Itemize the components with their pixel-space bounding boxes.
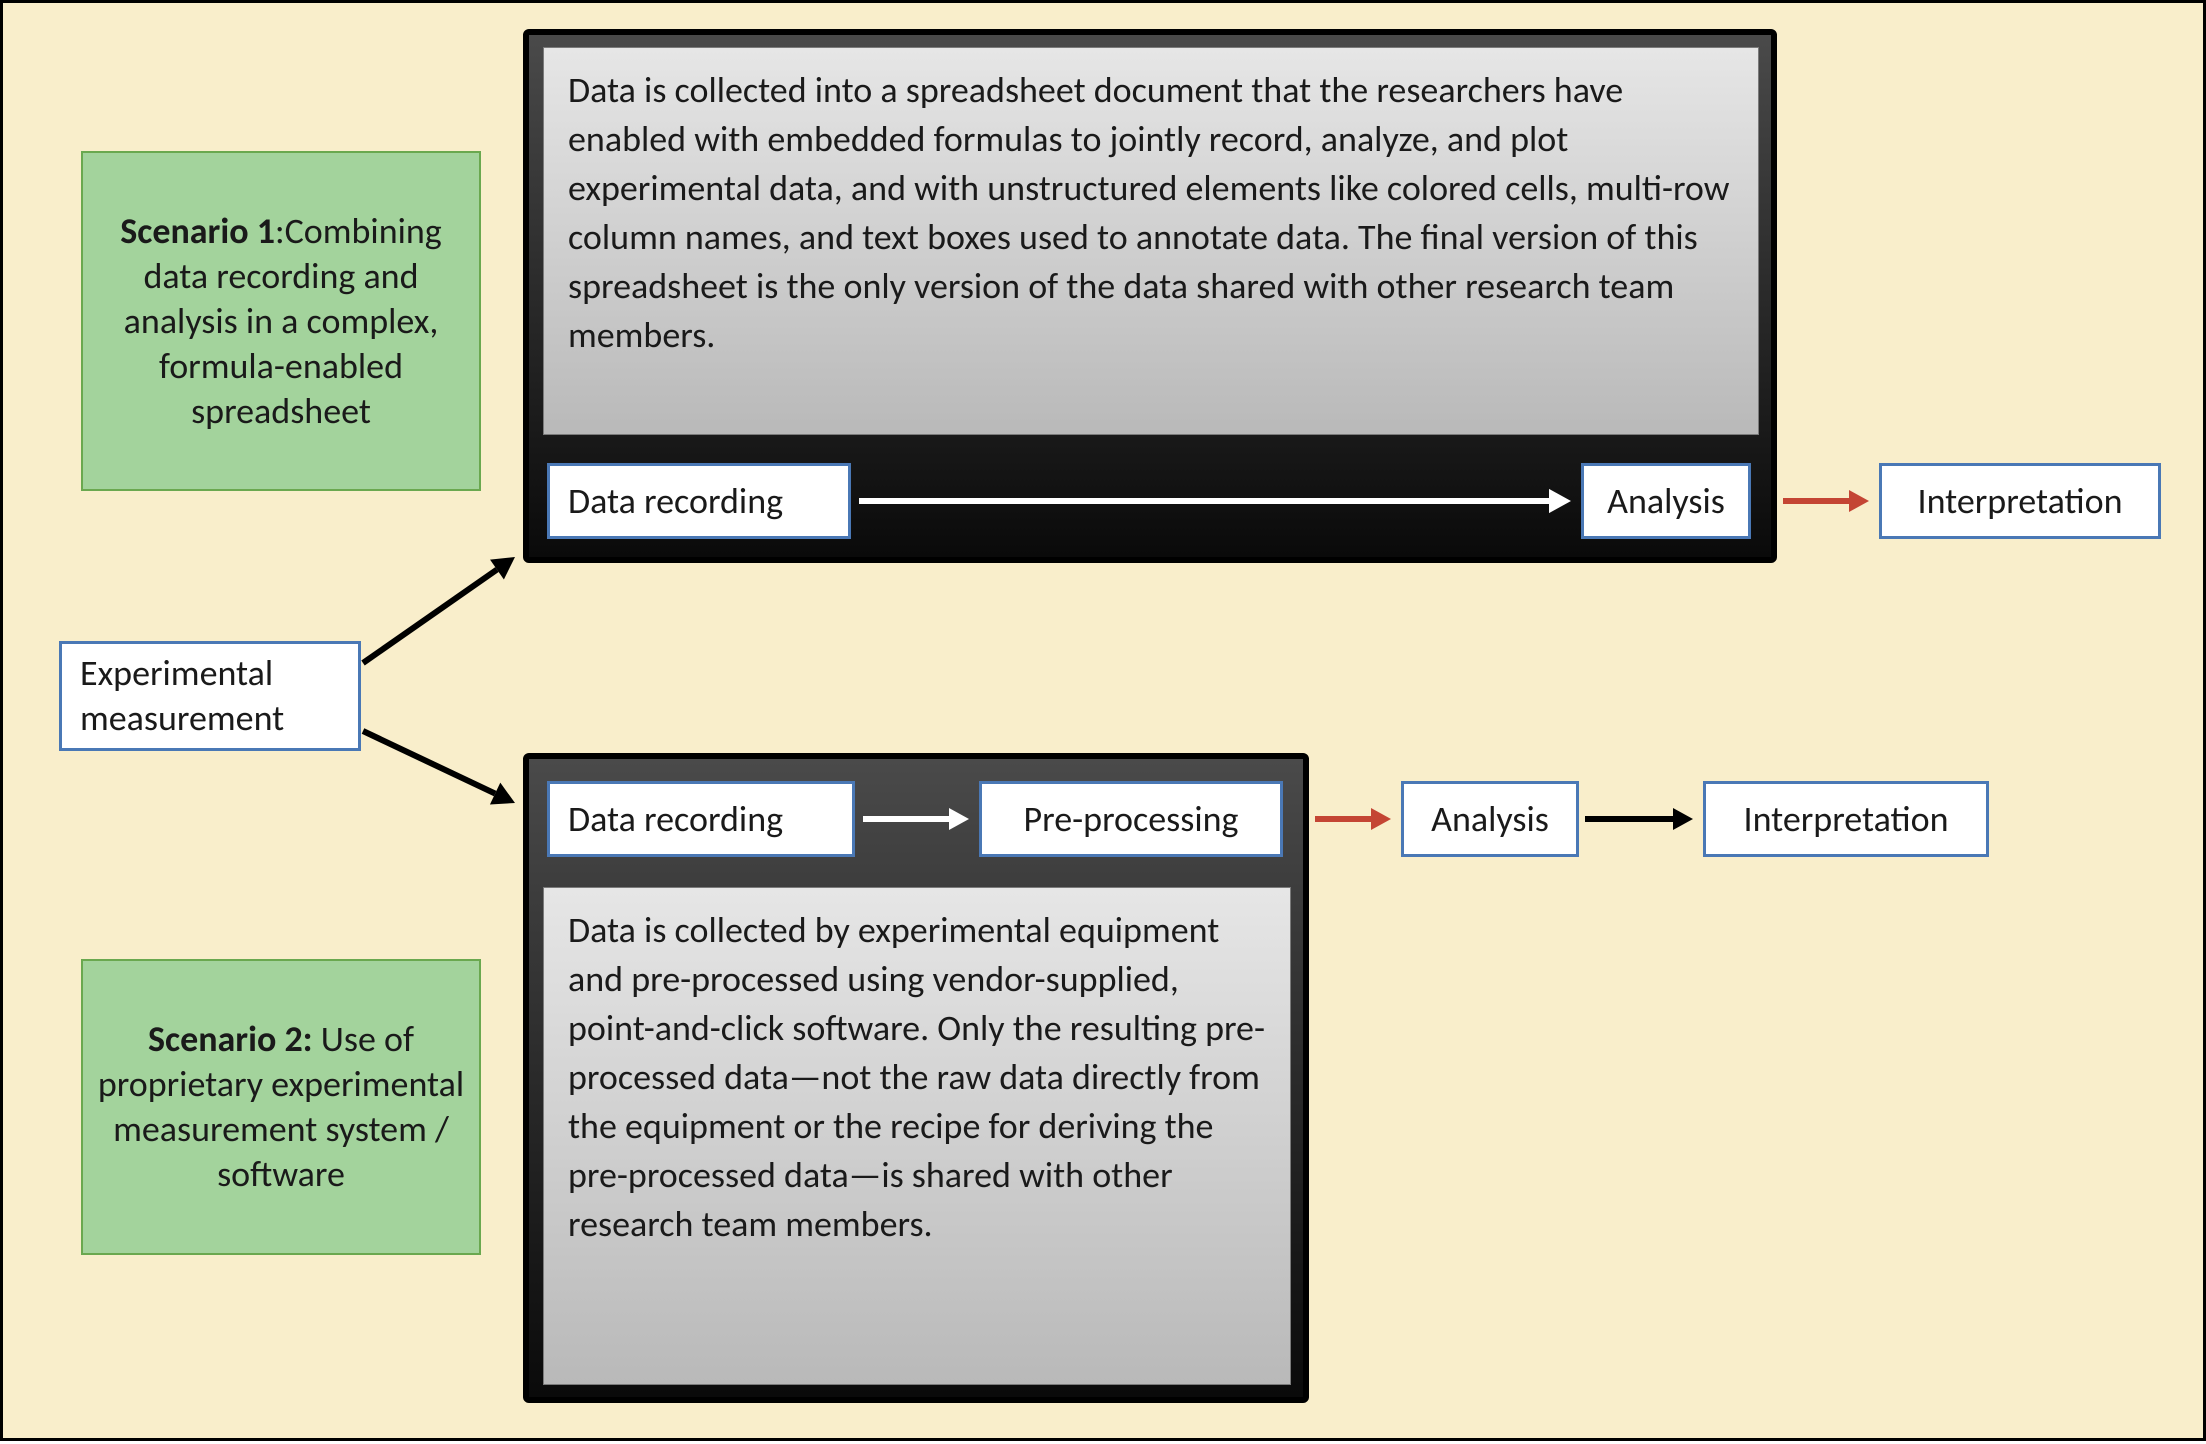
src-to-s2-line	[363, 731, 495, 794]
s1-analysis-box: Analysis	[1581, 463, 1751, 539]
scenario1-label-panel: Scenario 1:Combining data recording and …	[81, 151, 481, 491]
source-box: Experimental measurement	[59, 641, 361, 751]
s1-interpretation-box: Interpretation	[1879, 463, 2161, 539]
s2-analysis-box: Analysis	[1401, 781, 1579, 857]
scenario2-description: Data is collected by experimental equipm…	[543, 887, 1291, 1385]
scenario1-description: Data is collected into a spreadsheet doc…	[543, 47, 1759, 435]
s1-interpretation-box-label: Interpretation	[1918, 479, 2123, 523]
s1-analysis-to-interp-arrowhead-icon	[1849, 490, 1869, 512]
s2-interpretation-box-label: Interpretation	[1744, 797, 1949, 841]
src-to-s1-line	[363, 570, 497, 663]
s1-data-recording-box: Data recording	[547, 463, 851, 539]
s2-analysis-box-label: Analysis	[1431, 797, 1549, 841]
src-to-s1-arrowhead-icon	[490, 557, 515, 580]
diagram-canvas: Data is collected into a spreadsheet doc…	[0, 0, 2206, 1441]
scenario1-label-panel-title: Scenario 1	[120, 209, 275, 253]
s1-data-recording-box-label: Data recording	[568, 479, 783, 523]
src-to-s2-arrowhead-icon	[490, 783, 515, 805]
source-box-label: Experimental measurement	[80, 651, 340, 741]
s2-analysis-to-interp-arrowhead-icon	[1673, 808, 1693, 830]
s2-data-recording-box: Data recording	[547, 781, 855, 857]
scenario2-label-panel: Scenario 2: Use of proprietary experimen…	[81, 959, 481, 1255]
scenario2-label-panel-title: Scenario 2:	[148, 1017, 313, 1061]
s2-data-recording-box-label: Data recording	[568, 797, 783, 841]
s2-pre-processing-box-label: Pre-processing	[1024, 797, 1239, 841]
s2-preproc-to-analysis-arrowhead-icon	[1371, 808, 1391, 830]
s2-pre-processing-box: Pre-processing	[979, 781, 1283, 857]
scenario1-label-panel-title-suffix: :	[275, 209, 285, 253]
s1-analysis-box-label: Analysis	[1607, 479, 1725, 523]
s2-interpretation-box: Interpretation	[1703, 781, 1989, 857]
